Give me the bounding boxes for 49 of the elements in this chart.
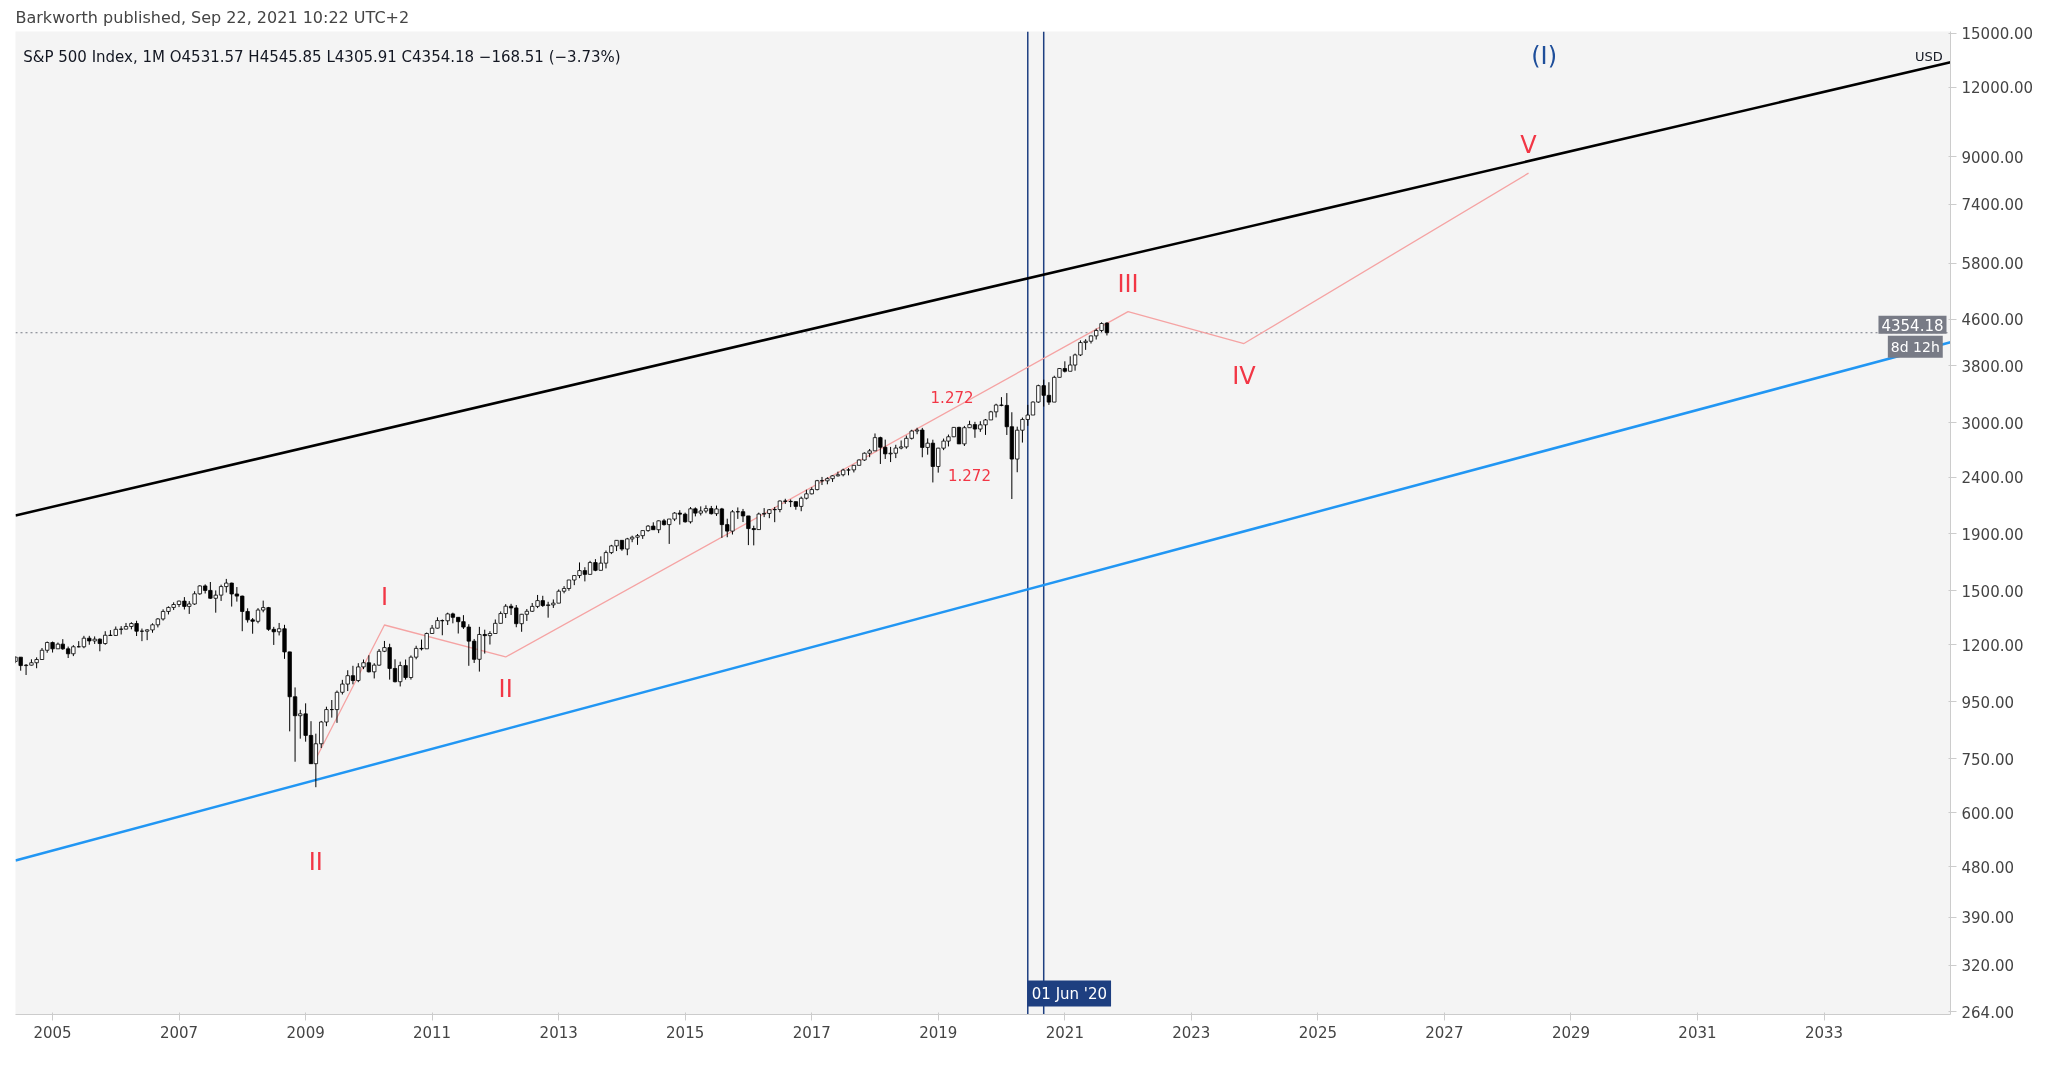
x-tick-label: 2017 <box>792 1023 831 1042</box>
ref-line-label: 4354.18 <box>1881 316 1944 335</box>
ref-line-label: 01 Jun '20 <box>1031 984 1108 1003</box>
annotation: II <box>498 674 513 703</box>
y-tick-label: 2400.00 <box>1961 469 2024 488</box>
annotation: V <box>1520 131 1538 160</box>
y-tick-label: 600.00 <box>1961 804 2014 823</box>
y-tick-label: 4600.00 <box>1961 311 2024 330</box>
x-tick-label: 2011 <box>413 1023 452 1042</box>
x-tick-label: 2027 <box>1425 1023 1464 1042</box>
x-tick-label: 2023 <box>1172 1023 1211 1042</box>
y-tick-label: 1200.00 <box>1961 636 2024 655</box>
annotation: I <box>380 583 388 611</box>
y-tick-label: 264.00 <box>1961 1003 2014 1022</box>
x-tick-label: 2013 <box>539 1023 578 1042</box>
x-tick-label: 2005 <box>33 1023 72 1042</box>
y-tick-label: 5800.00 <box>1961 255 2024 274</box>
x-tick-label: 2007 <box>159 1023 199 1042</box>
y-tick-label: 9000.00 <box>1961 148 2024 167</box>
text: S&P 500 Index, 1M O4531.57 H4545.85 L4305.91 C4354.18 −168.51 (−3.73%) <box>23 47 621 66</box>
y-tick-label: 12000.00 <box>1961 79 2034 98</box>
x-tick-label: 2015 <box>666 1023 705 1042</box>
annotation: 1.272 <box>947 466 991 485</box>
x-tick-label: 2009 <box>286 1023 325 1042</box>
annotation: II <box>308 848 323 877</box>
y-tick-label: 320.00 <box>1961 957 2014 976</box>
y-tick-label: 750.00 <box>1961 750 2014 769</box>
y-tick-label: 480.00 <box>1961 858 2014 877</box>
annotation: 1.272 <box>930 389 974 408</box>
x-tick-label: 2033 <box>1804 1023 1844 1042</box>
y-tick-label: 390.00 <box>1961 909 2014 928</box>
annotation: III <box>1117 269 1139 298</box>
annotation: 8d 12h <box>1890 338 1940 355</box>
x-tick-label: 2021 <box>1045 1023 1084 1042</box>
y-tick-label: 3000.00 <box>1961 414 2024 433</box>
x-tick-label: 2029 <box>1551 1023 1591 1042</box>
y-tick-label: 1900.00 <box>1961 525 2024 544</box>
x-tick-label: 2025 <box>1298 1023 1338 1042</box>
annotation: (I) <box>1531 42 1558 71</box>
y-tick-label: 15000.00 <box>1961 25 2034 44</box>
y-tick-label: 7400.00 <box>1961 196 2024 215</box>
y-tick-label: 950.00 <box>1961 693 2014 712</box>
chart-subtitle: Barkworth published, Sep 22, 2021 10:22 UTC+2 <box>15 7 410 27</box>
x-tick-label: 2019 <box>919 1023 958 1042</box>
y-tick-label: 3800.00 <box>1961 357 2024 376</box>
annotation: IV <box>1232 361 1257 390</box>
y-tick-label: 1500.00 <box>1961 582 2024 601</box>
x-tick-label: 2031 <box>1678 1023 1717 1042</box>
annotation: USD <box>1914 48 1943 64</box>
